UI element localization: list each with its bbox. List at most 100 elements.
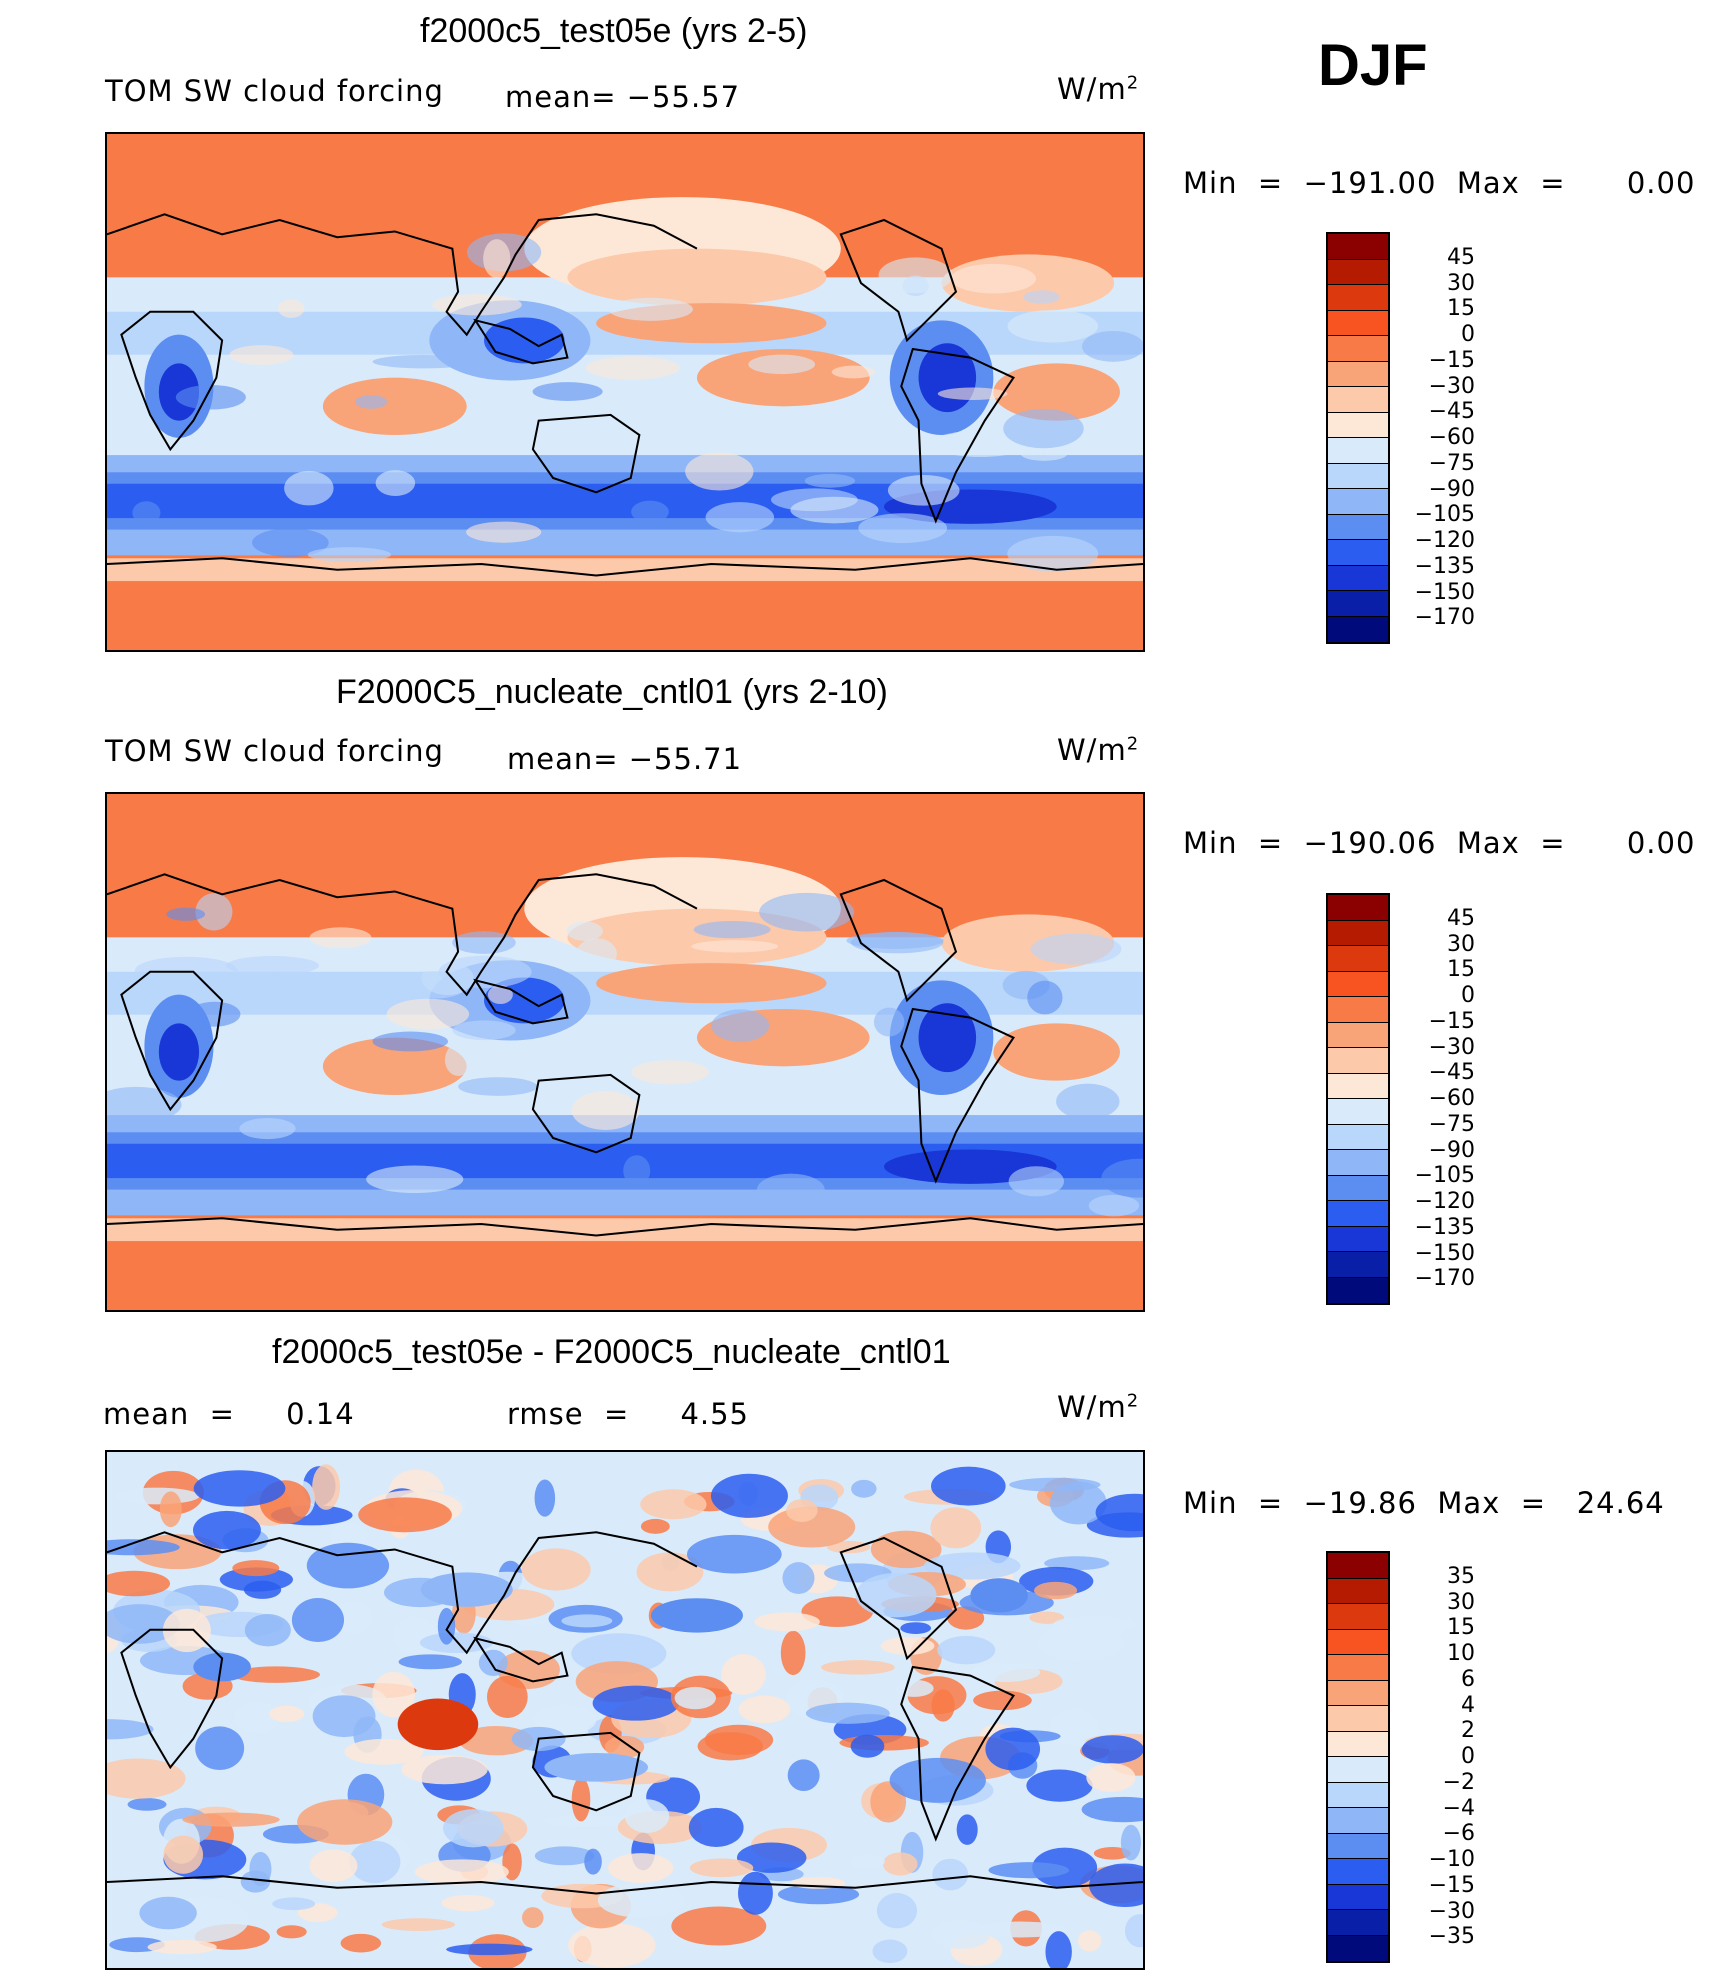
colorbar-swatch [1328, 1175, 1388, 1201]
colorbar-swatch [1328, 1048, 1388, 1074]
colorbar-swatch [1328, 1578, 1388, 1604]
colorbar-swatch [1328, 1124, 1388, 1150]
colorbar-swatch [1328, 591, 1388, 617]
panel-3-rmse-label: rmse = 4.55 [507, 1397, 750, 1431]
colorbar-tick-label: −90 [1428, 1137, 1475, 1163]
colorbar-swatch [1328, 1859, 1388, 1885]
panel-2-colorbar [1326, 893, 1390, 1305]
colorbar-tick-label: −90 [1428, 476, 1475, 502]
colorbar-swatch [1328, 1680, 1388, 1706]
colorbar-tick-label: −35 [1428, 1924, 1475, 1950]
colorbar-tick-label: 45 [1447, 244, 1475, 270]
colorbar-tick-label: −45 [1428, 1060, 1475, 1086]
colorbar-tick-label: −10 [1428, 1847, 1475, 1872]
panel-2-title: F2000C5_nucleate_cntl01 (yrs 2-10) [336, 673, 888, 711]
colorbar-swatch [1328, 1252, 1388, 1278]
colorbar-tick-label: −150 [1414, 1240, 1475, 1266]
panel-3-map [105, 1450, 1145, 1970]
colorbar-swatch [1328, 1022, 1388, 1048]
colorbar-tick-label: 4 [1461, 1692, 1475, 1718]
colorbar-swatch [1328, 1910, 1388, 1936]
colorbar-swatch [1328, 971, 1388, 997]
colorbar-swatch [1328, 1604, 1388, 1630]
colorbar-swatch [1328, 895, 1388, 921]
colorbar-swatch [1328, 1073, 1388, 1099]
colorbar-tick-label: 15 [1447, 296, 1475, 322]
panel-3-colorbar [1326, 1551, 1390, 1963]
colorbar-swatch [1328, 336, 1388, 362]
colorbar-tick-label: 30 [1447, 270, 1475, 296]
colorbar-tick-label: −60 [1428, 1086, 1475, 1111]
colorbar-swatch [1328, 361, 1388, 387]
colorbar-swatch [1328, 1757, 1388, 1783]
colorbar-tick-label: −15 [1428, 1872, 1475, 1898]
colorbar-tick-label: −6 [1442, 1821, 1475, 1847]
colorbar-tick-label: 2 [1461, 1718, 1475, 1744]
colorbar-swatch [1328, 1782, 1388, 1808]
colorbar-swatch [1328, 1833, 1388, 1859]
colorbar-swatch [1328, 1226, 1388, 1252]
colorbar-swatch [1328, 1277, 1388, 1303]
colorbar-tick-label: −75 [1428, 450, 1475, 476]
panel-2-colorbar-ticks: 45 30 15 0 −15 −30 −45 −60 −75 −90 −105 −120 −135 −15… [1395, 893, 1475, 1305]
colorbar-swatch [1328, 310, 1388, 336]
colorbar-swatch [1328, 1553, 1388, 1579]
colorbar-tick-label: 6 [1461, 1666, 1475, 1692]
colorbar-tick-label: −135 [1414, 553, 1475, 579]
colorbar-swatch [1328, 234, 1388, 260]
panel-1-map-field [107, 134, 1143, 650]
panel-1-minmax: Min = −191.00 Max = 0.00 [1183, 166, 1696, 200]
colorbar-tick-label: −170 [1414, 1266, 1475, 1292]
colorbar-swatch [1328, 540, 1388, 566]
colorbar-tick-label: 35 [1447, 1563, 1475, 1589]
colorbar-tick-label: 30 [1447, 931, 1475, 957]
panel-3-units: W/m2 [1057, 1390, 1140, 1424]
colorbar-tick-label: 0 [1461, 983, 1475, 1008]
colorbar-swatch [1328, 997, 1388, 1023]
panel-3-mean-label: mean = 0.14 [103, 1397, 355, 1431]
panel-2-map-field [107, 794, 1143, 1310]
colorbar-tick-label: 10 [1447, 1641, 1475, 1666]
panel-3-colorbar-ticks: 35 30 15 10 6 4 2 0 −2 −4 −6 −10 −15 −30 −35 [1395, 1551, 1475, 1963]
panel-2-mean-label: mean= −55.71 [507, 742, 743, 776]
colorbar-swatch [1328, 1884, 1388, 1910]
colorbar-tick-label: 15 [1447, 957, 1475, 983]
colorbar-tick-label: 0 [1461, 1744, 1475, 1769]
colorbar-swatch [1328, 1629, 1388, 1655]
colorbar-tick-label: −170 [1414, 605, 1475, 631]
colorbar-swatch [1328, 1655, 1388, 1681]
colorbar-swatch [1328, 1201, 1388, 1227]
colorbar-swatch [1328, 1706, 1388, 1732]
colorbar-swatch [1328, 412, 1388, 438]
colorbar-swatch [1328, 1731, 1388, 1757]
colorbar-tick-label: −75 [1428, 1111, 1475, 1137]
colorbar-tick-label: −4 [1442, 1795, 1475, 1821]
colorbar-tick-label: 45 [1447, 905, 1475, 931]
colorbar-swatch [1328, 920, 1388, 946]
colorbar-tick-label: −30 [1428, 1898, 1475, 1924]
panel-1-mean-label: mean= −55.57 [505, 80, 741, 114]
colorbar-swatch [1328, 387, 1388, 413]
colorbar-tick-label: 30 [1447, 1589, 1475, 1615]
colorbar-swatch [1328, 946, 1388, 972]
colorbar-swatch [1328, 1099, 1388, 1125]
panel-1-variable-label: TOM SW cloud forcing [105, 74, 444, 108]
colorbar-swatch [1328, 285, 1388, 311]
colorbar-swatch [1328, 463, 1388, 489]
colorbar-swatch [1328, 565, 1388, 591]
colorbar-swatch [1328, 616, 1388, 642]
colorbar-tick-label: −45 [1428, 399, 1475, 425]
panel-3-minmax: Min = −19.86 Max = 24.64 [1183, 1486, 1665, 1520]
colorbar-swatch [1328, 489, 1388, 515]
panel-2-map [105, 792, 1145, 1312]
colorbar-swatch [1328, 514, 1388, 540]
colorbar-tick-label: 15 [1447, 1615, 1475, 1641]
colorbar-tick-label: −120 [1414, 1189, 1475, 1214]
panel-1-colorbar [1326, 232, 1390, 644]
panel-1-title: f2000c5_test05e (yrs 2-5) [420, 12, 808, 50]
colorbar-tick-label: −150 [1414, 579, 1475, 605]
colorbar-tick-label: −60 [1428, 425, 1475, 450]
colorbar-tick-label: −30 [1428, 1034, 1475, 1060]
panel-2-minmax: Min = −190.06 Max = 0.00 [1183, 826, 1696, 860]
colorbar-tick-label: −15 [1428, 1008, 1475, 1034]
